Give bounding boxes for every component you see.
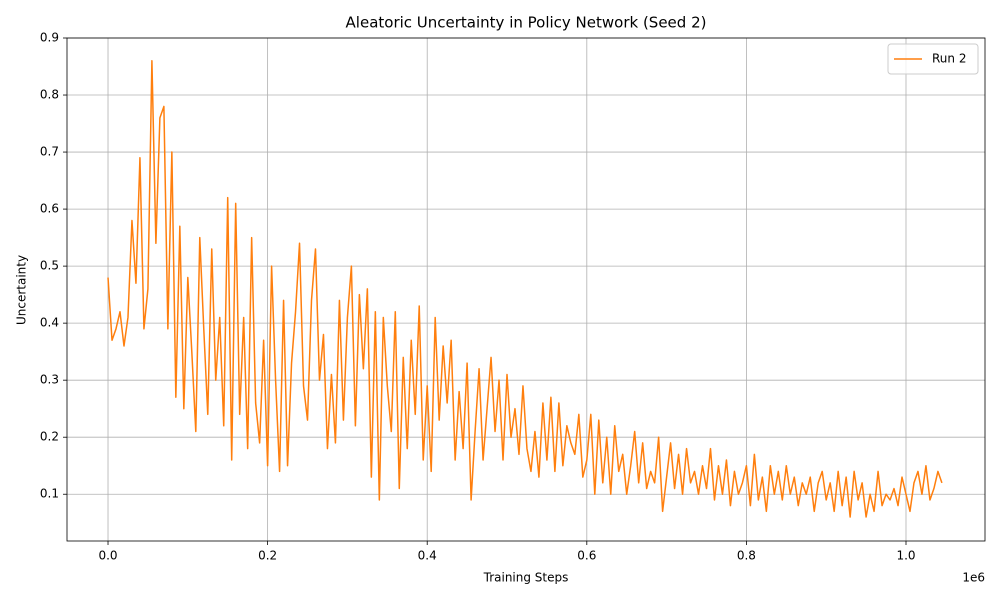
y-tick-label: 0.9 <box>40 31 59 45</box>
x-offset-label: 1e6 <box>962 571 985 585</box>
y-tick-label: 0.5 <box>40 259 59 273</box>
x-tick-label: 0.4 <box>418 549 437 563</box>
y-tick-label: 0.4 <box>40 316 59 330</box>
y-axis-label: Uncertainty <box>15 255 29 325</box>
chart-title: Aleatoric Uncertainty in Policy Network … <box>346 14 707 32</box>
x-tick-label: 0.6 <box>577 549 596 563</box>
x-tick-label: 0.8 <box>737 549 756 563</box>
y-tick-label: 0.3 <box>40 373 59 387</box>
legend-box <box>887 43 979 75</box>
y-tick-label: 0.1 <box>40 487 59 501</box>
y-tick-label: 0.2 <box>40 430 59 444</box>
y-tick-label: 0.8 <box>40 88 59 102</box>
y-tick-label: 0.7 <box>40 145 59 159</box>
line-series <box>107 60 943 518</box>
x-tick-label: 0.2 <box>258 549 277 563</box>
x-tick-label: 1.0 <box>896 549 915 563</box>
plot-frame <box>66 37 986 542</box>
y-tick-label: 0.6 <box>40 202 59 216</box>
x-axis-label: Training Steps <box>483 571 569 585</box>
legend-label: Run 2 <box>932 52 966 66</box>
x-tick-label: 0.0 <box>98 549 117 563</box>
